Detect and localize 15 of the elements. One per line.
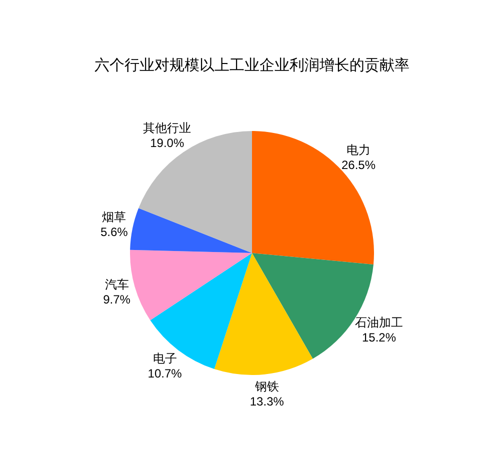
data-label: 5.6%	[100, 225, 128, 240]
data-label: 26.5%	[342, 158, 376, 172]
slice-label: 汽车	[104, 278, 129, 292]
data-label: 10.7%	[148, 366, 182, 381]
slice-label: 电力	[346, 142, 371, 157]
slice-label: 钢铁	[254, 380, 279, 394]
chart-title: 六个行业对规模以上工业企业利润增长的贡献率	[94, 57, 410, 74]
data-label: 15.2%	[362, 330, 396, 344]
data-label: 19.0%	[150, 136, 184, 150]
data-label: 9.7%	[103, 292, 131, 307]
slice-label: 其他行业	[143, 121, 192, 136]
slice-label: 电子	[152, 352, 177, 366]
slice-label: 烟草	[102, 210, 126, 224]
data-label: 13.3%	[250, 394, 284, 409]
slice-label: 石油加工	[354, 315, 403, 330]
